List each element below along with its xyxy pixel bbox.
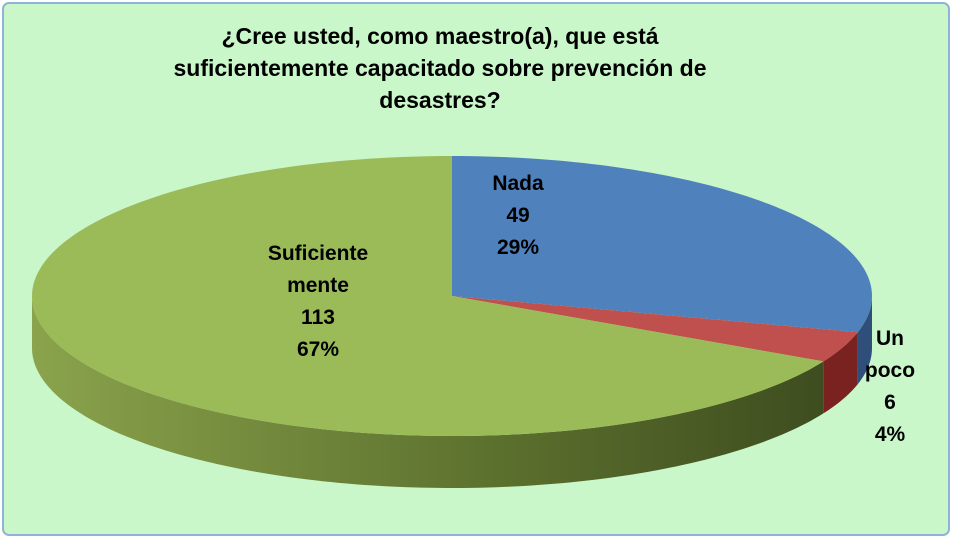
data-label: Un poco 6 4% xyxy=(858,323,922,451)
slice-side xyxy=(823,332,858,414)
label-line: 49 xyxy=(506,204,530,227)
chart-title: ¿Cree usted, como maestro(a), que está s… xyxy=(173,23,707,113)
label-line: 4% xyxy=(874,423,906,446)
label-line: 6 xyxy=(884,391,896,414)
slice xyxy=(32,156,824,436)
slice-side xyxy=(857,296,872,385)
pie xyxy=(32,156,872,488)
slice-side xyxy=(32,296,824,488)
label-line: Nada xyxy=(492,172,544,195)
data-label: Nada 49 29% xyxy=(492,168,543,264)
label-line: Un poco xyxy=(864,327,916,382)
label-line: 29% xyxy=(496,236,540,259)
data-label: Suficiente mente 113 67% xyxy=(268,238,368,366)
slice xyxy=(452,296,858,362)
label-line: 113 xyxy=(301,306,335,329)
slice xyxy=(452,156,872,333)
label-line: 67% xyxy=(296,338,340,361)
label-line: Suficiente mente xyxy=(267,242,369,297)
